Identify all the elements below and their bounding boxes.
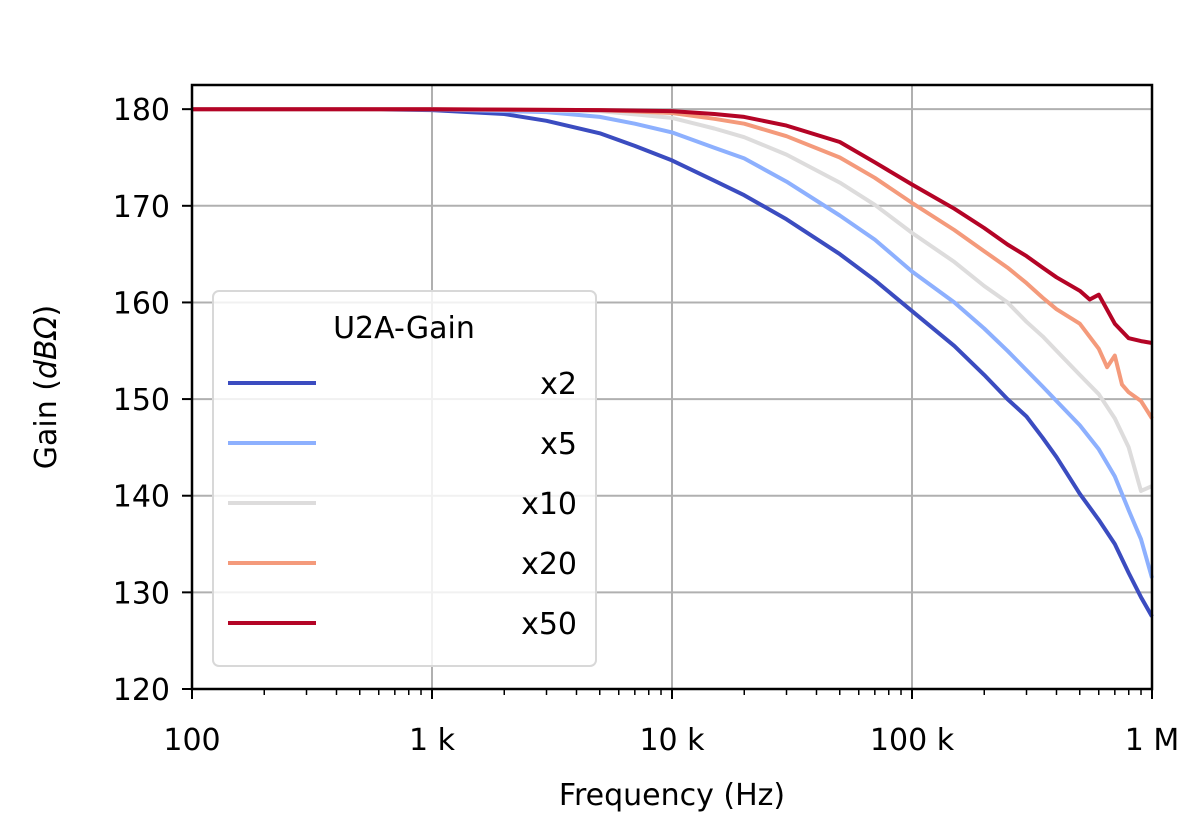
- y-tick-label: 130: [113, 576, 170, 611]
- series-lines: [192, 107, 1154, 618]
- legend-title: U2A-Gain: [333, 311, 475, 346]
- x-tick-label: 100 k: [870, 723, 955, 758]
- legend-label-x2: x2: [540, 367, 577, 402]
- legend: U2A-Gain x2 x5 x10 x20 x50: [212, 290, 597, 667]
- x-tick-label: 10 k: [639, 723, 705, 758]
- series-line-x50: [192, 107, 1153, 345]
- y-tick-label: 140: [113, 480, 170, 515]
- y-axis-label-unit: dBΩ: [29, 316, 64, 379]
- y-axis-label: Gain (dBΩ): [29, 305, 64, 470]
- legend-label-x20: x20: [521, 547, 577, 582]
- y-tick-label: 180: [113, 93, 170, 128]
- series-line-x10: [192, 107, 1153, 493]
- y-tick-label: 170: [113, 190, 170, 225]
- x-tick-label: 1 M: [1125, 723, 1180, 758]
- x-tick-label: 1 k: [409, 723, 456, 758]
- y-tick-label: 120: [113, 673, 170, 708]
- tick-labels: 100 1 k 10 k 100 k 1 M 120 130 140 150 160 170 180: [113, 93, 1180, 758]
- y-tick-label: 150: [113, 383, 170, 418]
- legend-label-x5: x5: [540, 427, 577, 462]
- x-axis-label: Frequency (Hz): [559, 778, 785, 813]
- series-line-x20: [192, 107, 1154, 420]
- y-axis-label-main: Gain (: [29, 379, 64, 469]
- legend-entries: x2 x5 x10 x20 x50: [228, 367, 577, 642]
- series-line-x2: [192, 107, 1154, 618]
- series-line-x5: [192, 107, 1154, 579]
- legend-label-x50: x50: [521, 607, 577, 642]
- y-axis-label-close: ): [29, 305, 64, 317]
- y-tick-label: 160: [113, 286, 170, 321]
- axis-ticks: [182, 108, 1153, 699]
- x-tick-label: 100: [163, 723, 220, 758]
- legend-label-x10: x10: [521, 487, 577, 522]
